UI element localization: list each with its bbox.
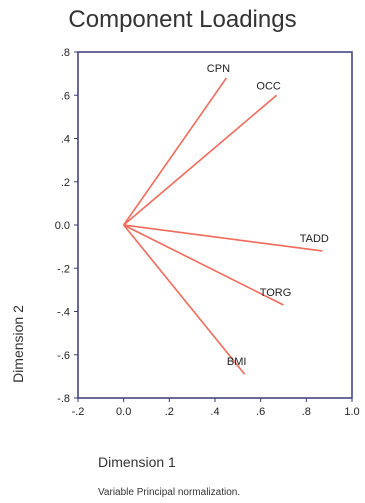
vector-layer: CPN OCC TADD TORG BMI	[123, 63, 329, 375]
vector-label-bmi: BMI	[227, 356, 247, 368]
y-axis-label: Dimension 2	[10, 305, 26, 383]
loading-vector-cpn	[123, 77, 228, 226]
x-tick-label: .4	[210, 406, 219, 418]
x-tick-label: 0.0	[116, 406, 131, 418]
vector-label-tadd: TADD	[300, 233, 329, 245]
x-tick-label: -.2	[72, 406, 85, 418]
vector-label-occ: OCC	[256, 80, 281, 92]
loading-vector-occ	[123, 94, 278, 226]
x-tick-label: 1.0	[344, 406, 359, 418]
normalization-note: Variable Principal normalization.	[98, 487, 241, 498]
loading-vector-bmi	[123, 224, 246, 375]
x-axis-label: Dimension 1	[98, 454, 176, 470]
x-tick-label: .6	[256, 406, 265, 418]
y-tick-label: .6	[61, 90, 70, 102]
loading-vector-torg	[123, 224, 284, 306]
y-tick-label: 0.0	[55, 220, 70, 232]
x-tick-label: .8	[302, 406, 311, 418]
x-tick-label: .2	[165, 406, 174, 418]
y-tick-label: -.6	[57, 350, 70, 362]
vector-label-torg: TORG	[260, 287, 292, 299]
plot-frame	[77, 51, 353, 399]
y-tick-label: .2	[61, 177, 70, 189]
vector-label-cpn: CPN	[207, 63, 230, 75]
chart-title: Component Loadings	[68, 6, 297, 33]
tick-layer: -.2 0.0 .2 .4 .6 .8 1.0 .8 .6 .4 .2 0.0 -.2 -.4 -.6 -.8	[55, 47, 360, 418]
loading-vector-tadd	[123, 224, 323, 252]
y-tick-label: -.4	[57, 307, 70, 319]
y-tick-label: .4	[61, 134, 70, 146]
y-tick-label: -.8	[57, 393, 70, 405]
y-tick-label: .8	[61, 47, 70, 59]
y-tick-label: -.2	[57, 263, 70, 275]
